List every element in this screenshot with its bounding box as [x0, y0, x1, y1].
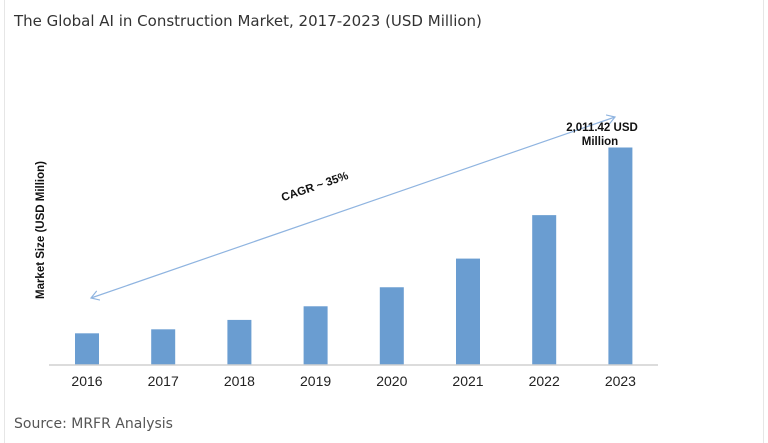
bar-2017 — [151, 329, 176, 365]
bar-2022 — [532, 215, 557, 365]
x-tick-label: 2019 — [300, 373, 331, 389]
value-label-line2: Million — [582, 136, 618, 148]
bar-2018 — [227, 319, 252, 365]
bar-2016 — [75, 333, 99, 365]
x-tick-label: 2016 — [71, 373, 102, 389]
cagr-arrow — [91, 117, 615, 298]
chart-frame — [4, 0, 764, 443]
bar-2023 — [608, 147, 633, 365]
source-note: Source: MRFR Analysis — [14, 416, 173, 432]
bar-2021 — [456, 258, 480, 365]
x-tick-label: 2022 — [529, 373, 560, 389]
bar-2020 — [379, 287, 404, 365]
x-tick-label: 2021 — [452, 373, 483, 389]
chart-title: The Global AI in Construction Market, 20… — [14, 12, 482, 30]
y-axis-label: Market Size (USD Million) — [35, 161, 47, 299]
cagr-label: CAGR ~ 35% — [280, 170, 350, 204]
value-label-line1: 2,011.42 USD — [566, 122, 638, 134]
x-tick-label: 2020 — [376, 373, 407, 389]
bar-2019 — [303, 306, 328, 365]
x-tick-label: 2018 — [224, 373, 255, 389]
x-tick-label: 2023 — [605, 373, 636, 389]
x-tick-label: 2017 — [148, 373, 179, 389]
